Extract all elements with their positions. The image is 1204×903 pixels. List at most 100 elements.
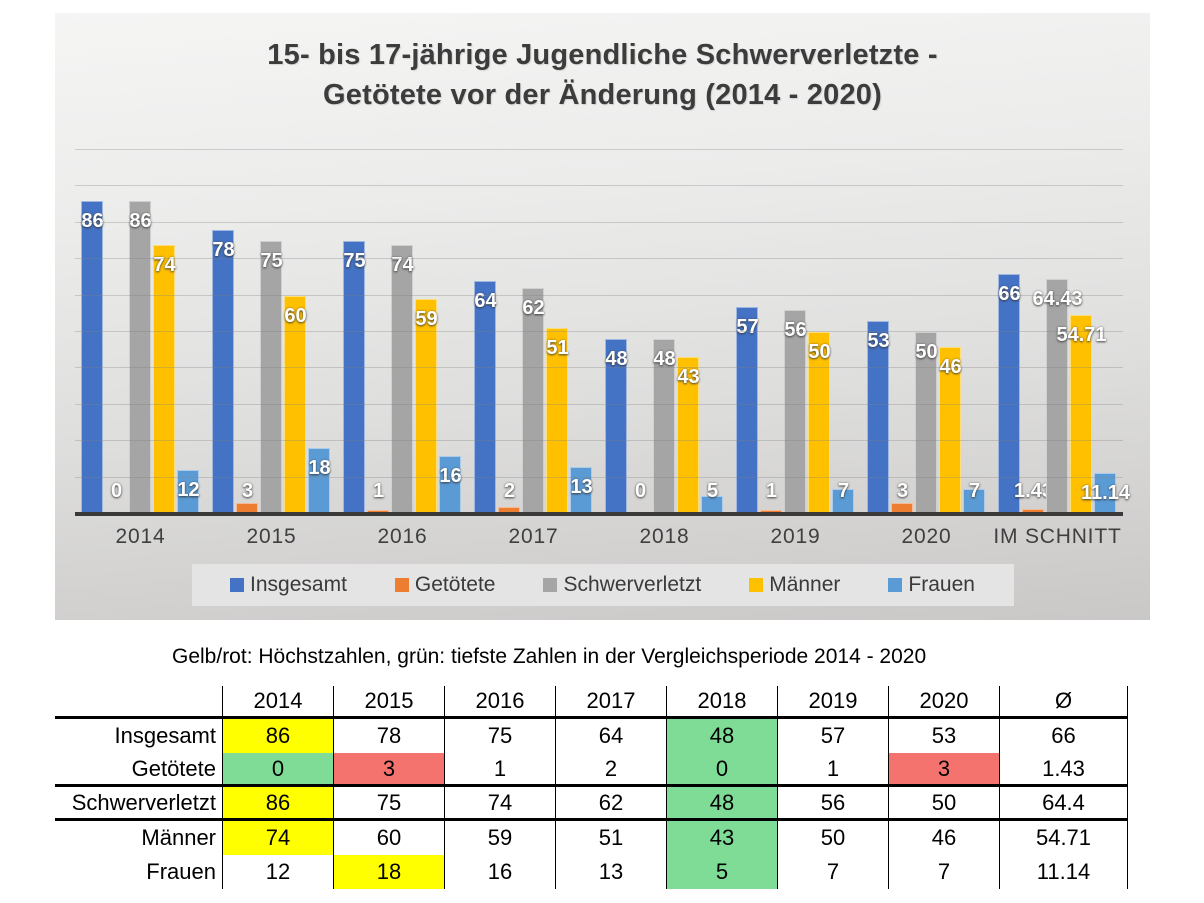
bar-value-label: 86 — [81, 209, 104, 232]
bar-slot: 13 — [570, 150, 593, 514]
bar-slot: 60 — [284, 150, 307, 514]
bar-slot: 54.71 — [1056, 150, 1107, 514]
table-header-cell: 2018 — [666, 686, 777, 719]
table-cell: 11.14 — [999, 855, 1128, 889]
legend-swatch-icon — [749, 578, 764, 592]
table-cell: 64 — [555, 719, 666, 753]
bar-slot: 12 — [177, 150, 200, 514]
table-header-corner — [55, 686, 222, 719]
legend-label: Männer — [769, 573, 841, 596]
bar-slot: 3 — [891, 150, 914, 514]
bar-slot: 74 — [153, 150, 176, 514]
table-header-cell: 2020 — [888, 686, 999, 719]
table-row-label-schwerverletzt: Schwerverletzt — [55, 787, 222, 821]
table-cell: 62 — [555, 787, 666, 821]
legend-item-frauen: Frauen — [888, 573, 975, 597]
bar-value-label: 66 — [998, 282, 1021, 305]
table-caption: Gelb/rot: Höchstzahlen, grün: tiefste Za… — [172, 645, 927, 668]
bar-groups: 86 0 86 74 12 78 3 75 60 18 75 1 74 59 16 64 2 62 51 13 48 0 4… — [75, 150, 1130, 514]
table-row-label-m-nner: Männer — [141, 825, 216, 850]
table-cell: 64.4 — [999, 787, 1128, 821]
table-header-cell: 2015 — [333, 686, 444, 719]
legend-item-insgesamt: Insgesamt — [230, 573, 347, 597]
bar-value-label: 60 — [284, 304, 307, 327]
bar-value-label: 1.43 — [1014, 480, 1053, 502]
bar-slot: 74 — [391, 150, 414, 514]
legend-label: Frauen — [908, 573, 975, 596]
bar-slot: 5 — [701, 150, 724, 514]
table-row-label-insgesamt: Insgesamt — [114, 723, 217, 748]
bar-value-label: 48 — [653, 348, 676, 371]
plot-area: 86 0 86 74 12 78 3 75 60 18 75 1 74 59 16 64 2 62 51 13 48 0 4… — [75, 149, 1130, 516]
bar-value-label: 1 — [372, 480, 385, 502]
bar-slot: 78 — [212, 150, 235, 514]
bar-value-label: 56 — [784, 319, 807, 342]
gridline — [75, 331, 1123, 332]
bar-value-label: 7 — [968, 480, 981, 502]
table-cell: 50 — [888, 787, 999, 821]
bar-value-label: 1 — [765, 480, 778, 502]
table-cell: 0 — [222, 753, 333, 787]
bar-slot: 2 — [498, 150, 521, 514]
table-cell: 54.71 — [999, 821, 1128, 855]
table-cell: 12 — [222, 855, 333, 889]
bar-slot: 18 — [308, 150, 331, 514]
bar-schwerverletzt-2016 — [391, 244, 413, 514]
table-cell: 56 — [777, 787, 888, 821]
bar-slot: 50 — [915, 150, 938, 514]
bar-slot: 11.14 — [1081, 150, 1130, 514]
legend-swatch-icon — [394, 578, 409, 592]
stats-table: 2014 2015 2016 2017 2018 2019 2020 Ø Insgesamt 86… — [55, 686, 1128, 889]
bar-value-label: 11.14 — [1081, 482, 1130, 505]
chart-slide: 15- bis 17-jährige Jugendliche Schwerver… — [55, 13, 1150, 620]
bar-slot: 1 — [367, 150, 390, 514]
bar-value-label: 5 — [706, 480, 719, 502]
bar-slot: 0 — [105, 150, 128, 514]
bar-slot: 57 — [736, 150, 759, 514]
table-cell: 75 — [333, 787, 444, 821]
table-cell: 7 — [888, 855, 999, 889]
bar-group-2016: 75 1 74 59 16 — [337, 150, 468, 514]
bar-value-label: 64.43 — [1032, 288, 1083, 311]
legend-label: Schwerverletzt — [563, 573, 702, 596]
chart-title-line1: 15- bis 17-jährige Jugendliche Schwerver… — [267, 39, 938, 71]
bar-value-label: 3 — [241, 480, 254, 502]
bar-insgesamt-2016 — [343, 241, 365, 514]
x-axis-label-im-schnitt: IM SCHNITT — [993, 525, 1122, 548]
table-cell: 51 — [555, 821, 666, 855]
table-header-cell: 2016 — [444, 686, 555, 719]
bar-insgesamt-im-schnitt — [998, 273, 1020, 514]
table-cell: 1 — [777, 753, 888, 787]
table-cell: 1 — [444, 753, 555, 787]
table-cell: 13 — [555, 855, 666, 889]
bar-insgesamt-2017 — [474, 281, 496, 514]
bar-value-label: 74 — [153, 253, 176, 276]
bar-slot: 48 — [605, 150, 628, 514]
bar-group-2020: 53 3 50 46 7 — [861, 150, 992, 514]
bar-slot: 86 — [81, 150, 104, 514]
bar-group-2018: 48 0 48 43 5 — [599, 150, 730, 514]
bar-insgesamt-2015 — [212, 230, 234, 514]
bar-value-label: 62 — [522, 297, 545, 320]
bar-value-label: 53 — [867, 330, 890, 353]
table-cell: 50 — [777, 821, 888, 855]
bar-slot: 75 — [260, 150, 283, 514]
table-header-cell: 2014 — [222, 686, 333, 719]
table-cell: 60 — [333, 821, 444, 855]
bar-slot: 7 — [963, 150, 986, 514]
x-axis-line — [75, 512, 1123, 516]
x-axis-label-2014: 2014 — [115, 525, 166, 548]
bar-slot: 75 — [343, 150, 366, 514]
x-axis-label-2018: 2018 — [639, 525, 690, 548]
x-axis-label-2017: 2017 — [508, 525, 559, 548]
bar-value-label: 16 — [439, 464, 462, 487]
bar-slot: 64 — [474, 150, 497, 514]
bar-value-label: 57 — [736, 315, 759, 338]
gridline — [75, 367, 1123, 369]
bar-group-im-schnitt: 66 1.43 64.43 54.71 11.14 — [992, 150, 1130, 514]
bar-value-label: 50 — [808, 341, 831, 363]
x-axis-label-2019: 2019 — [770, 525, 821, 548]
bar-value-label: 48 — [605, 348, 628, 371]
bar-value-label: 54.71 — [1056, 323, 1107, 346]
